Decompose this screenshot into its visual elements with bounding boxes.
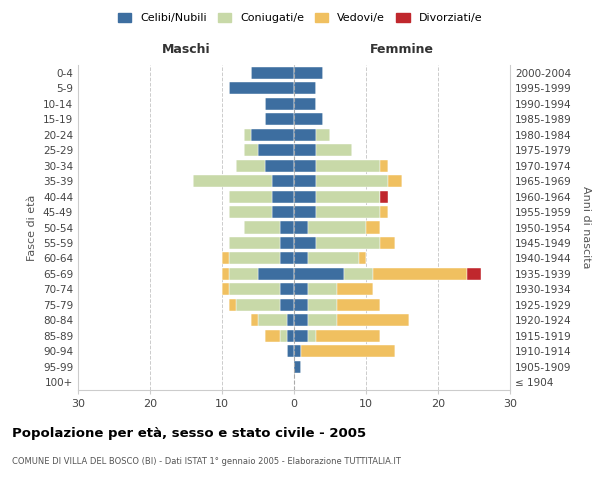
Bar xyxy=(222,252,229,264)
Bar xyxy=(380,237,395,249)
Bar xyxy=(272,175,294,187)
Bar xyxy=(265,98,294,110)
Bar xyxy=(251,314,258,326)
Bar xyxy=(193,175,272,187)
Bar xyxy=(467,268,481,280)
Bar xyxy=(222,284,229,296)
Bar xyxy=(366,222,380,234)
Bar xyxy=(344,268,373,280)
Bar xyxy=(308,299,337,311)
Y-axis label: Anni di nascita: Anni di nascita xyxy=(581,186,591,269)
Bar xyxy=(373,268,467,280)
Text: Popolazione per età, sesso e stato civile - 2005: Popolazione per età, sesso e stato civil… xyxy=(12,428,366,440)
Bar xyxy=(222,268,229,280)
Bar xyxy=(294,252,308,264)
Bar xyxy=(280,330,287,342)
Bar xyxy=(244,144,258,156)
Bar xyxy=(280,222,294,234)
Bar xyxy=(229,82,294,94)
Bar xyxy=(287,330,294,342)
Bar xyxy=(380,190,388,202)
Bar xyxy=(294,175,316,187)
Bar xyxy=(294,361,301,373)
Bar xyxy=(229,190,272,202)
Bar xyxy=(388,175,402,187)
Bar xyxy=(236,160,265,172)
Legend: Celibi/Nubili, Coniugati/e, Vedovi/e, Divorziati/e: Celibi/Nubili, Coniugati/e, Vedovi/e, Di… xyxy=(116,10,484,26)
Bar xyxy=(294,98,316,110)
Bar xyxy=(265,113,294,125)
Bar xyxy=(244,222,280,234)
Bar xyxy=(280,237,294,249)
Bar xyxy=(359,252,366,264)
Bar xyxy=(280,299,294,311)
Text: Maschi: Maschi xyxy=(161,42,211,56)
Bar xyxy=(301,346,395,358)
Bar xyxy=(258,314,287,326)
Bar xyxy=(294,346,301,358)
Bar xyxy=(272,190,294,202)
Bar xyxy=(308,222,366,234)
Bar xyxy=(287,314,294,326)
Bar xyxy=(337,284,373,296)
Bar xyxy=(287,346,294,358)
Bar xyxy=(265,160,294,172)
Text: COMUNE DI VILLA DEL BOSCO (BI) - Dati ISTAT 1° gennaio 2005 - Elaborazione TUTTI: COMUNE DI VILLA DEL BOSCO (BI) - Dati IS… xyxy=(12,458,401,466)
Bar xyxy=(316,330,380,342)
Bar xyxy=(294,330,308,342)
Bar xyxy=(244,128,251,140)
Bar xyxy=(236,299,280,311)
Bar xyxy=(316,175,388,187)
Bar xyxy=(316,237,380,249)
Bar xyxy=(308,330,316,342)
Bar xyxy=(258,268,294,280)
Bar xyxy=(337,299,380,311)
Bar xyxy=(229,299,236,311)
Bar xyxy=(280,252,294,264)
Bar xyxy=(316,206,380,218)
Bar xyxy=(294,66,323,79)
Y-axis label: Fasce di età: Fasce di età xyxy=(28,194,37,260)
Bar xyxy=(294,222,308,234)
Bar xyxy=(272,206,294,218)
Bar xyxy=(316,160,380,172)
Bar xyxy=(229,268,258,280)
Bar xyxy=(316,144,352,156)
Bar xyxy=(308,252,359,264)
Bar xyxy=(258,144,294,156)
Bar xyxy=(294,284,308,296)
Bar xyxy=(294,314,308,326)
Bar xyxy=(380,206,388,218)
Bar xyxy=(294,268,344,280)
Bar xyxy=(294,113,323,125)
Bar xyxy=(294,160,316,172)
Bar xyxy=(308,284,337,296)
Bar xyxy=(251,128,294,140)
Bar xyxy=(294,237,316,249)
Bar xyxy=(229,206,272,218)
Bar xyxy=(280,284,294,296)
Bar xyxy=(294,82,316,94)
Bar xyxy=(316,190,380,202)
Bar xyxy=(294,206,316,218)
Text: Femmine: Femmine xyxy=(370,42,434,56)
Bar xyxy=(265,330,280,342)
Bar xyxy=(294,128,316,140)
Bar xyxy=(229,237,280,249)
Bar xyxy=(316,128,330,140)
Bar xyxy=(294,144,316,156)
Bar xyxy=(337,314,409,326)
Bar xyxy=(308,314,337,326)
Bar xyxy=(380,160,388,172)
Bar xyxy=(251,66,294,79)
Bar xyxy=(229,252,280,264)
Bar xyxy=(294,299,308,311)
Bar xyxy=(229,284,280,296)
Bar xyxy=(294,190,316,202)
